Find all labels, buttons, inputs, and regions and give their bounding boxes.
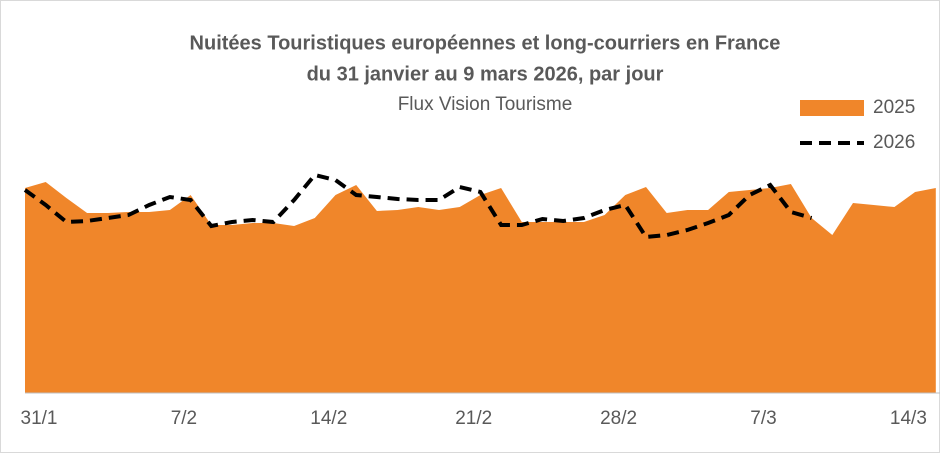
chart-title: Nuitées Touristiques européennes et long… [190, 32, 781, 54]
area [25, 182, 936, 393]
line [23, 172, 813, 240]
x-tick-label: 31/1 [21, 408, 58, 429]
legend-label: 2026 [873, 132, 915, 153]
x-tick-label: 14/2 [310, 408, 347, 429]
x-tick-label: 7/2 [171, 408, 197, 429]
x-tick-label: 7/3 [750, 408, 776, 429]
chart-source: Flux Vision Tourisme [398, 94, 573, 115]
x-tick-label: 28/2 [600, 408, 637, 429]
x-tick-label: 14/3 [890, 408, 927, 429]
x-tick-label: 21/2 [455, 408, 492, 429]
chart-subtitle: du 31 janvier au 9 mars 2026, par jour [307, 63, 664, 85]
legend-swatch [800, 100, 864, 116]
legend-label: 2025 [873, 97, 915, 118]
